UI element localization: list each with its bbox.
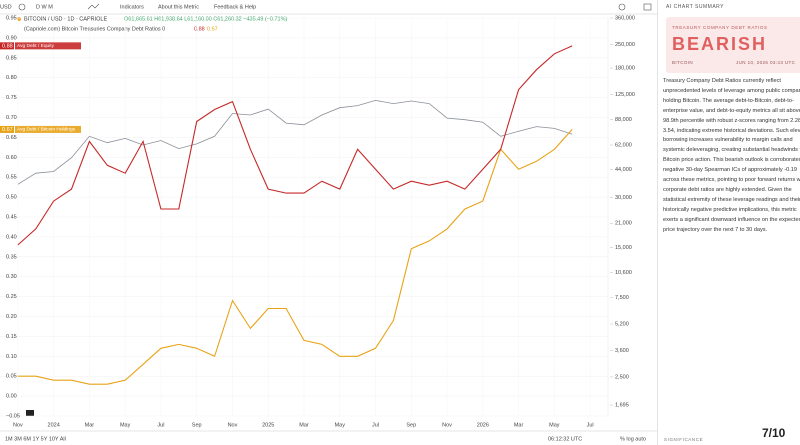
y2-tick-label: 21,000: [615, 221, 632, 227]
y-tick-label: 0.50: [6, 195, 17, 201]
y-tick-label: 0.20: [6, 314, 17, 320]
y2-tick-label: 2,500: [615, 374, 629, 380]
y-tick-label: −0.05: [6, 413, 20, 419]
y2-tick-label: 180,000: [615, 66, 635, 72]
y-tick-label: 0.00: [6, 394, 17, 400]
add-icon[interactable]: [18, 3, 26, 11]
x-tick-label: May: [549, 422, 560, 428]
y-tick-label: 0.15: [6, 334, 17, 340]
y-tick-label: 0.90: [6, 35, 17, 41]
y-tick-label: 0.10: [6, 354, 17, 360]
indicator-name: (Capriole.com) Bitcoin Treasuries Compan…: [24, 26, 165, 32]
y2-tick-label: 250,000: [615, 42, 635, 48]
y-tick-label: 0.65: [6, 135, 17, 141]
verdict: BEARISH: [672, 34, 768, 54]
range-buttons[interactable]: 1M 3M 6M 1Y 5Y 10Y All: [5, 436, 66, 442]
indicator-value-1: 0.88: [194, 26, 205, 32]
indicators-button[interactable]: Indicators: [120, 4, 144, 10]
snapshot-icon[interactable]: [643, 3, 652, 11]
y-tick-label: 0.95: [6, 15, 17, 21]
chart: USD D W M Indicators About this Metric F…: [0, 0, 657, 443]
x-tick-label: Mar: [514, 422, 524, 428]
y2-tick-label: 30,000: [615, 195, 632, 201]
y2-tick-label: 360,000: [615, 15, 635, 21]
card-title: TREASURY COMPANY DEBT RATIOS: [672, 25, 768, 30]
y2-tick-label: 5,200: [615, 321, 629, 327]
value-tag: [0, 125, 14, 133]
y2-tick-label: 88,000: [615, 117, 632, 123]
y-tick-label: 0.05: [6, 374, 17, 380]
y2-tick-label: 62,000: [615, 142, 632, 148]
x-tick-label: Sep: [406, 422, 416, 428]
legend-tag: [15, 125, 81, 133]
x-tick-label: Nov: [442, 422, 452, 428]
summary-text: Treasury Company Debt Ratios currently r…: [663, 78, 800, 233]
value-tag: [0, 42, 14, 50]
legend-label: Avg Debt / Equity: [17, 43, 55, 49]
date: JUN 10, 2026 03:43 UTC: [736, 60, 796, 65]
x-tick-label: May: [120, 422, 131, 428]
toolbar: [0, 0, 657, 14]
symbol[interactable]: USD: [0, 4, 12, 10]
y-tick-label: 0.85: [6, 55, 17, 61]
value-tag-text: 0.88: [2, 43, 13, 49]
summary-panel: AI CHART SUMMARY TREASURY COMPANY DEBT R…: [657, 0, 800, 445]
verdict-card: TREASURY COMPANY DEBT RATIOS BEARISH BIT…: [666, 17, 800, 73]
y-tick-label: 0.60: [6, 155, 17, 161]
y2-tick-label: 15,000: [615, 245, 632, 251]
series-line: [17, 129, 573, 385]
y-tick-label: 0.70: [6, 115, 17, 121]
y-tick-label: 0.75: [6, 95, 17, 101]
tv-logo: [26, 410, 34, 416]
clock: 06:12:32 UTC: [548, 436, 582, 442]
ohlc: O61,665.61 H61,938.64 L61,160.00 C61,260…: [124, 16, 287, 22]
asset: BITCOIN: [672, 60, 694, 65]
score-label: SIGNIFICANCE: [664, 437, 704, 442]
value-tag-text: 0.67: [2, 127, 13, 133]
x-tick-label: Sep: [192, 422, 202, 428]
y2-tick-label: 125,000: [615, 92, 635, 98]
x-tick-label: 2024: [48, 422, 60, 428]
x-tick-label: Nov: [228, 422, 238, 428]
chart-title: BITCOIN / USD · 1D · CAPRIOLE: [24, 16, 107, 22]
y-tick-label: 0.25: [6, 294, 17, 300]
y2-tick-label: 44,000: [615, 167, 632, 173]
y2-tick-label: 1,695: [615, 402, 629, 408]
y-tick-label: 0.80: [6, 75, 17, 81]
y2-tick-label: 7,500: [615, 295, 629, 301]
x-tick-label: Mar: [85, 422, 95, 428]
panel-heading: AI CHART SUMMARY: [666, 4, 725, 10]
legend-label: Avg Debt / Bitcoin Holdings: [17, 127, 76, 133]
scale-buttons[interactable]: % log auto: [620, 436, 646, 442]
series-line: [17, 45, 573, 246]
settings-icon[interactable]: [618, 3, 626, 11]
y-tick-label: 0.45: [6, 214, 17, 220]
y2-tick-label: 3,600: [615, 348, 629, 354]
symbol-dot: [17, 17, 21, 21]
x-tick-label: 2025: [262, 422, 274, 428]
series-line: [17, 99, 573, 185]
x-tick-label: Mar: [299, 422, 309, 428]
grid: [0, 17, 608, 417]
legend-tag: [15, 42, 81, 50]
x-tick-label: Jul: [157, 422, 164, 428]
x-tick-label: Nov: [13, 422, 23, 428]
y-tick-label: 0.35: [6, 254, 17, 260]
feedback-button[interactable]: Feedback & Help: [214, 4, 256, 10]
score: 7/10: [762, 426, 786, 440]
x-tick-label: Jul: [372, 422, 379, 428]
x-tick-label: May: [335, 422, 346, 428]
chart-type-icon[interactable]: [87, 3, 100, 10]
x-tick-label: Jul: [587, 422, 594, 428]
y-tick-label: 0.40: [6, 234, 17, 240]
x-tick-label: 2026: [477, 422, 489, 428]
intervals[interactable]: D W M: [36, 4, 53, 10]
indicator-value-2: 0.67: [207, 26, 218, 32]
y-tick-label: 0.55: [6, 175, 17, 181]
y2-tick-label: 10,600: [615, 270, 632, 276]
about-button[interactable]: About this Metric: [158, 4, 199, 10]
y-tick-label: 0.30: [6, 274, 17, 280]
